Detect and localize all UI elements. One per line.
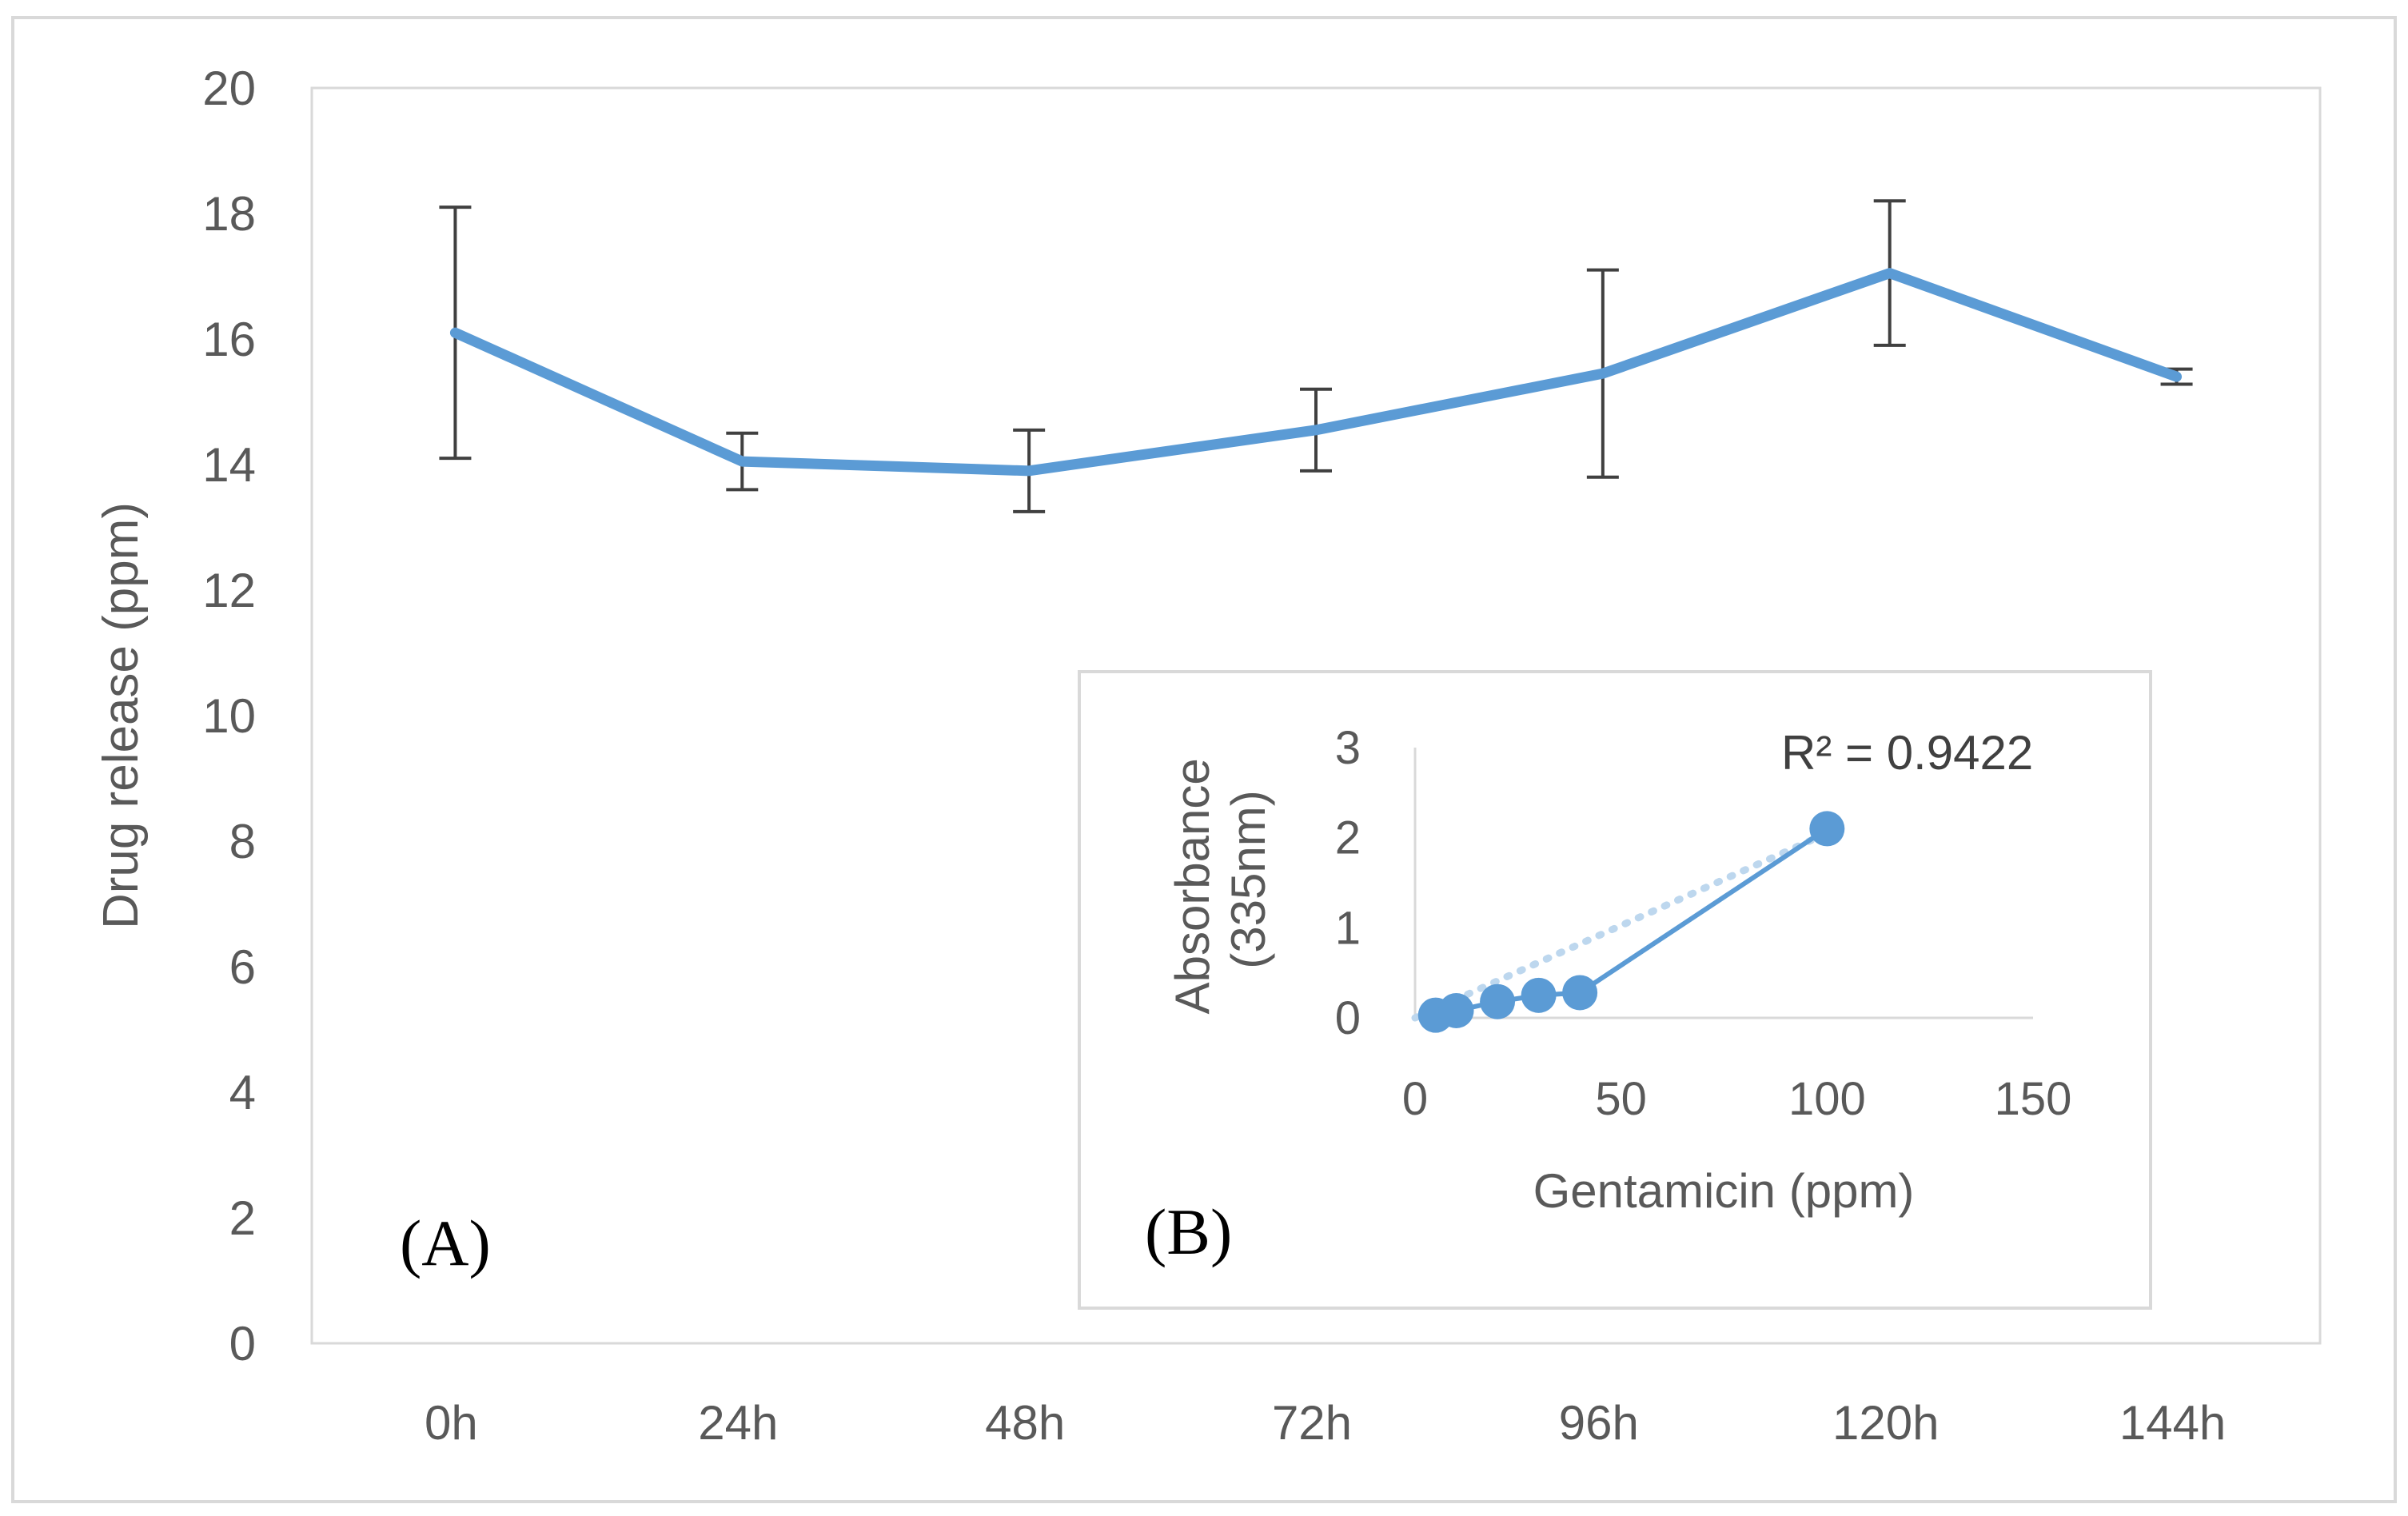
chart-b-r-squared-annotation: R² = 0.9422 (1781, 726, 2033, 780)
chart-a-y-axis-label: Drug release (ppm) (94, 502, 149, 929)
chart-a-y-tick-label: 2 (229, 1191, 256, 1245)
chart-b-trendline (1411, 829, 1831, 1022)
chart-b-data-point (1521, 977, 1557, 1013)
chart-b-y-axis-label-line-2: (335nm) (1222, 790, 1275, 968)
chart-b-border (1078, 670, 2152, 1310)
chart-b-x-tick-label: 150 (1995, 1073, 2072, 1125)
chart-a-x-tick-label: 72h (1272, 1396, 1352, 1450)
chart-b-y-tick-label: 3 (1335, 722, 1361, 774)
chart-a-y-tick-label: 14 (202, 438, 256, 492)
chart-b-x-tick-label: 0 (1402, 1073, 1428, 1125)
chart-b-data-point (1438, 992, 1474, 1028)
chart-b-y-tick-label: 0 (1335, 992, 1361, 1044)
chart-a-y-tick-label: 16 (202, 313, 256, 366)
chart-b-y-tick-label: 2 (1335, 812, 1361, 864)
chart-a-y-tick-label: 10 (202, 689, 256, 743)
chart-a-x-tick-label: 0h (425, 1396, 478, 1450)
chart-a-y-tick-label: 20 (202, 62, 256, 115)
panel-label-b: (B) (1145, 1195, 1232, 1268)
chart-b-data-point (1480, 983, 1516, 1019)
chart-a-y-tick-label: 18 (202, 187, 256, 241)
chart-a-x-tick-label: 24h (698, 1396, 778, 1450)
chart-b-x-tick-label: 50 (1595, 1073, 1647, 1125)
chart-a-x-tick-label: 144h (2119, 1396, 2226, 1450)
chart-a-x-tick-label: 120h (1832, 1396, 1939, 1450)
chart-b-points (1417, 811, 1845, 1033)
chart-a-x-tick-label: 96h (1559, 1396, 1639, 1450)
chart-b-x-axis-label: Gentamicin (ppm) (1533, 1164, 1915, 1218)
chart-b-x-tick-label: 100 (1788, 1073, 1866, 1125)
chart-b-data-point (1809, 811, 1845, 847)
chart-a-y-axis-ticks: 0 2 4 6 8 10 12 14 16 18 20 (202, 62, 256, 1370)
chart-b-inset: 0 1 2 3 0 50 100 150 Absorbance (335nm) Gentam… (1078, 670, 2152, 1310)
chart-a-x-axis-ticks: 0h 24h 48h 72h 96h 120h 144h (425, 1396, 2226, 1450)
chart-a-y-tick-label: 8 (229, 815, 256, 868)
chart-b-y-axis-label: Absorbance (335nm) (1166, 745, 1275, 1015)
chart-a-y-tick-label: 0 (229, 1317, 256, 1370)
panel-label-a: (A) (400, 1207, 491, 1279)
chart-a-series-line (449, 268, 2183, 477)
chart-a-x-tick-label: 48h (985, 1396, 1065, 1450)
chart-a-plot-border (310, 86, 2322, 1345)
chart-b-y-tick-label: 1 (1335, 902, 1361, 954)
chart-b-y-axis-ticks: 0 1 2 3 (1335, 722, 1361, 1044)
chart-a-y-tick-label: 6 (229, 940, 256, 994)
chart-a-y-tick-label: 4 (229, 1066, 256, 1119)
chart-b-x-axis-ticks: 0 50 100 150 (1402, 1073, 2072, 1125)
chart-a-y-tick-label: 12 (202, 564, 256, 617)
chart-b-y-axis-label-line-1: Absorbance (1166, 758, 1219, 1014)
chart-b-data-point (1562, 975, 1598, 1011)
